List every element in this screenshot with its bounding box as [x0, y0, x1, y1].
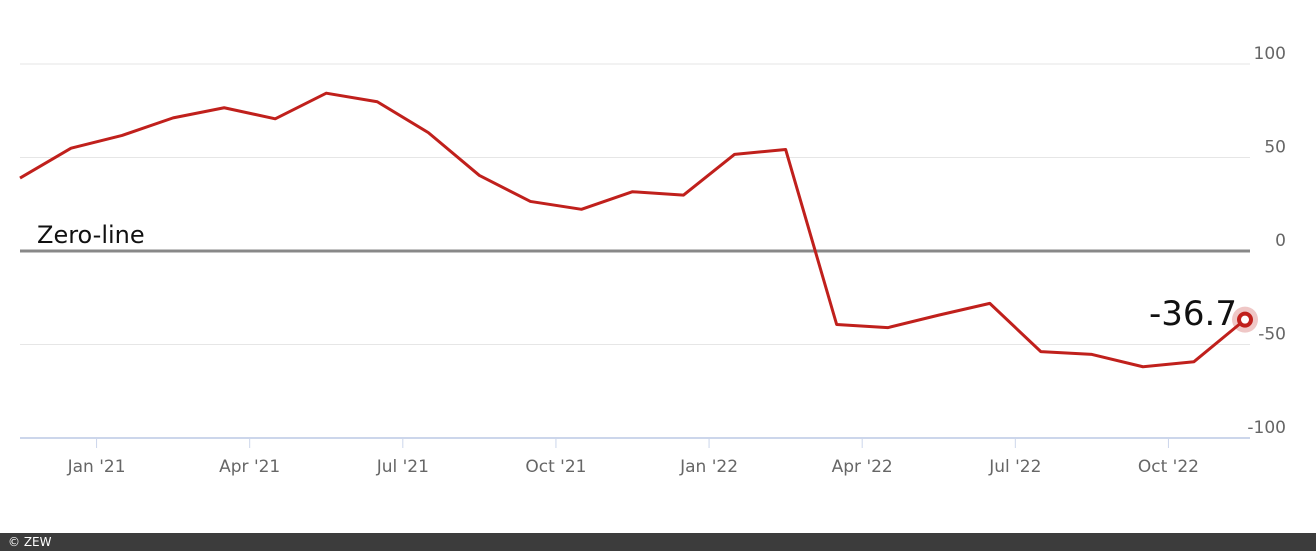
x-tick-label: Oct '21 [525, 457, 586, 477]
data-line [19, 91, 1246, 369]
x-tick-label: Apr '21 [219, 457, 280, 477]
footer: © ZEW [0, 533, 1316, 551]
y-tick-label: 100 [1254, 44, 1286, 64]
x-tick-label: Apr '22 [832, 457, 893, 477]
x-tick-label: Jan '22 [679, 457, 738, 477]
y-tick-label: 50 [1264, 138, 1286, 158]
x-tick-label: Jan '21 [67, 457, 126, 477]
chart: Zero-line -100 -50 0 50 100 Jan '21 Apr '21 Jul… [19, 44, 1286, 477]
zero-line-label: Zero-line [37, 221, 145, 249]
x-tick-label: Jul '22 [988, 457, 1041, 477]
y-tick-label: -100 [1247, 418, 1286, 438]
x-tick-label: Jul '21 [376, 457, 429, 477]
last-point [1237, 311, 1253, 328]
value-label: -36.7 [1149, 294, 1237, 334]
y-tick-label: -50 [1258, 325, 1286, 345]
x-tick-label: Oct '22 [1138, 457, 1199, 477]
y-tick-label: 0 [1275, 231, 1286, 251]
page: Zero-line -100 -50 0 50 100 Jan '21 Apr '21 Jul… [0, 44, 1316, 551]
